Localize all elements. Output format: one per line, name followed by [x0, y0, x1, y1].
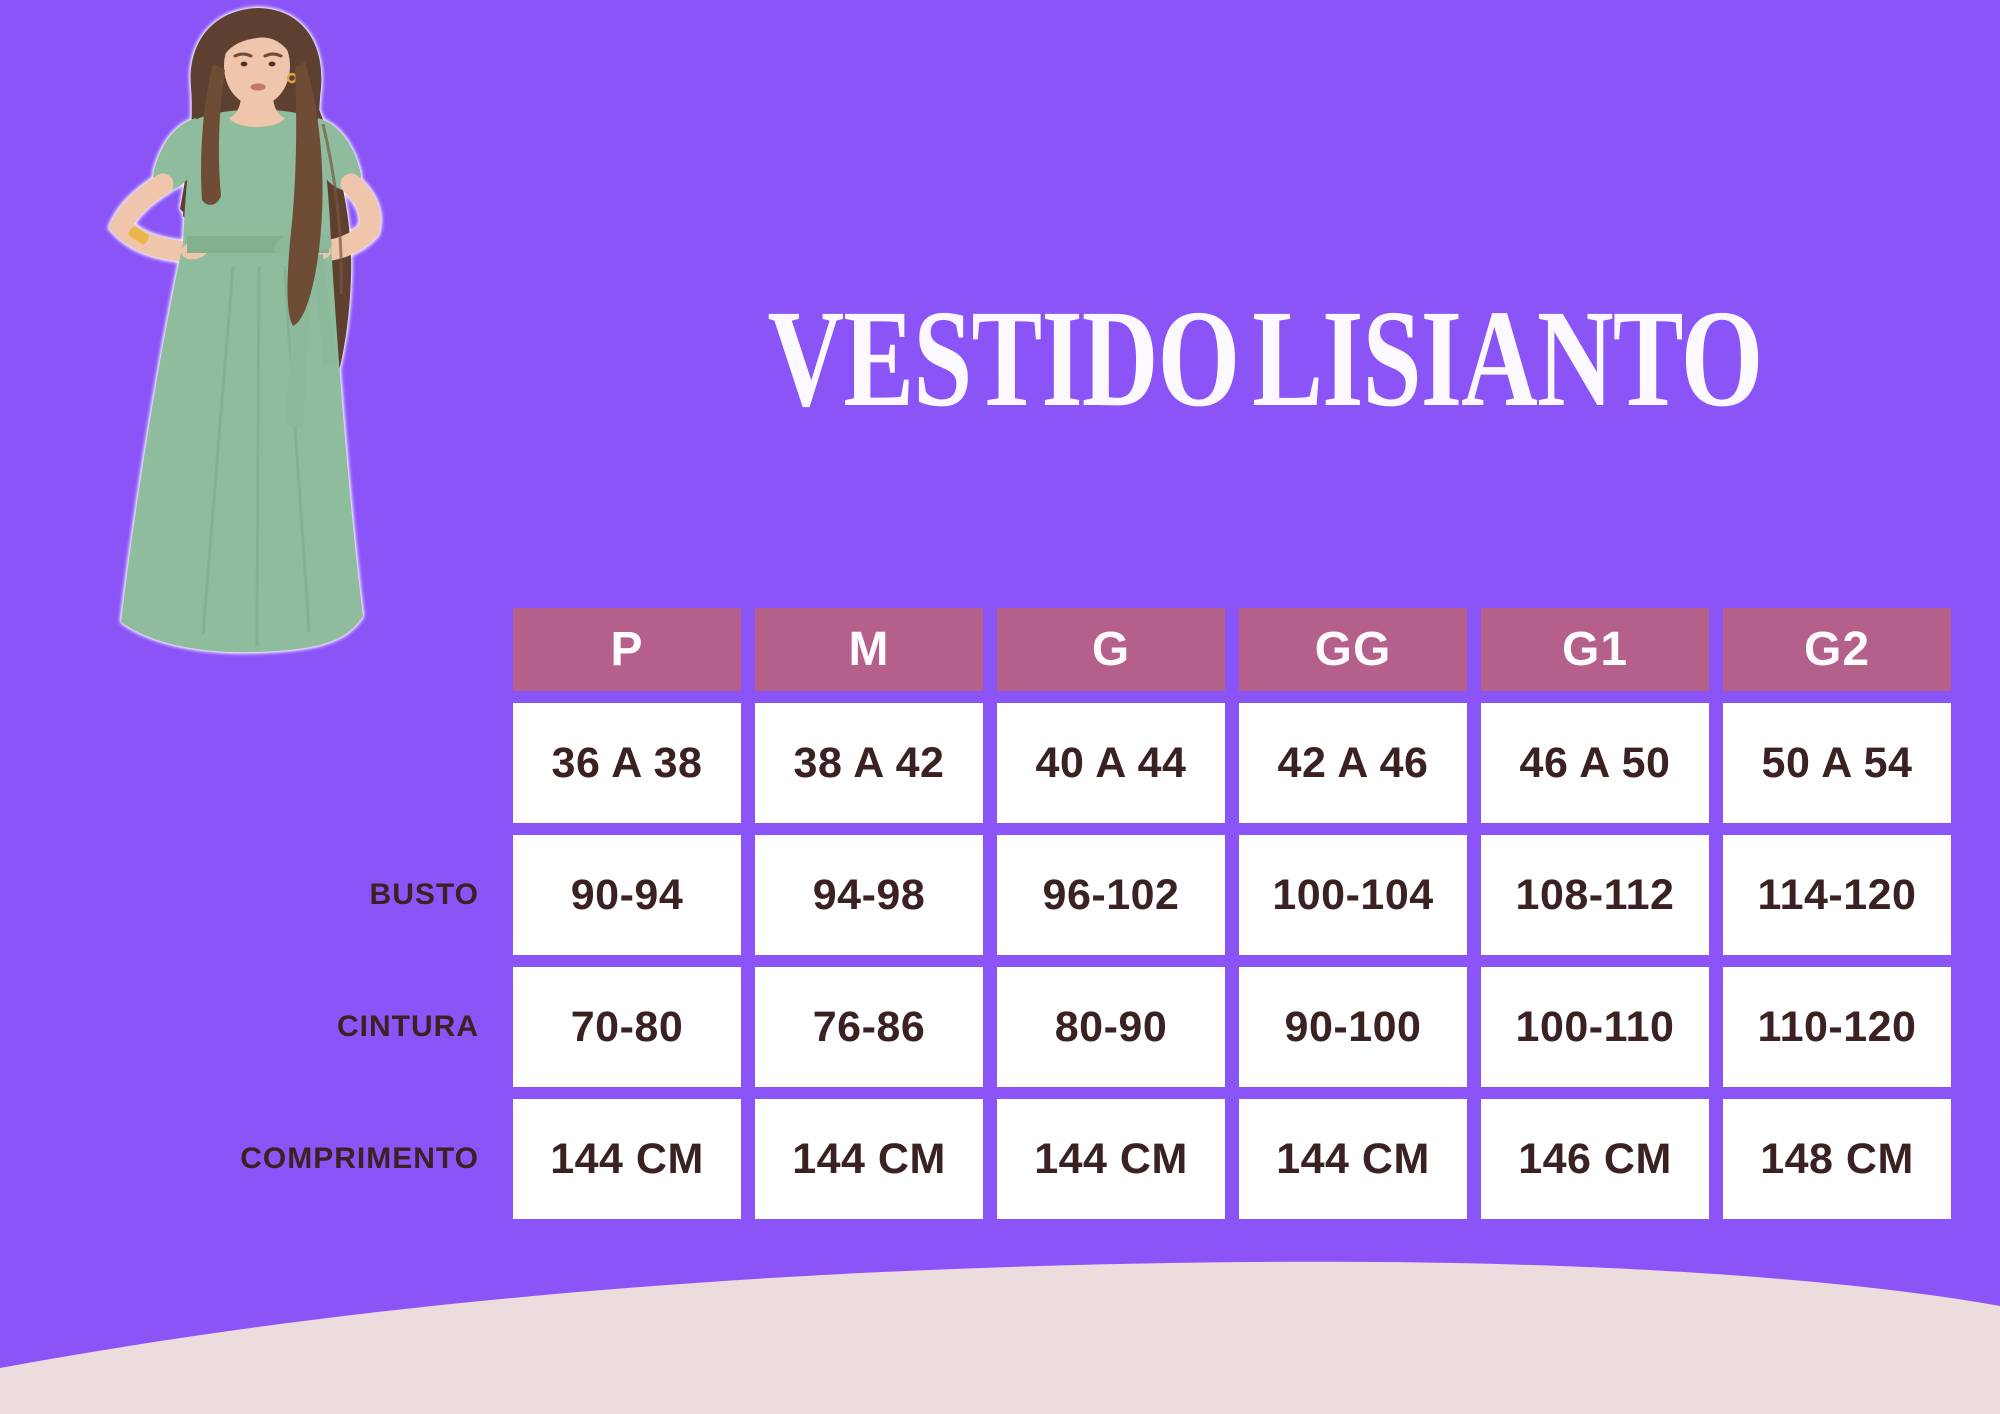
column-header-g1: G1	[1481, 608, 1709, 691]
page-title: VESTIDO LISIANTO	[767, 281, 1764, 436]
row-label-empty	[199, 608, 499, 691]
column-header-gg: GG	[1239, 608, 1467, 691]
size-cell: 42 A 46	[1239, 703, 1467, 823]
size-cell: 76-86	[755, 967, 983, 1087]
size-cell: 96-102	[997, 835, 1225, 955]
model-hair-front	[201, 62, 323, 326]
size-cell: 144 CM	[755, 1099, 983, 1219]
size-cell: 36 A 38	[513, 703, 741, 823]
bottom-wave-shape	[0, 1261, 2000, 1414]
model-photo	[108, 8, 381, 653]
size-cell: 108-112	[1481, 835, 1709, 955]
column-header-m: M	[755, 608, 983, 691]
row-label-sizes	[199, 703, 499, 823]
size-cell: 90-94	[513, 835, 741, 955]
size-cell: 114-120	[1723, 835, 1951, 955]
size-cell: 50 A 54	[1723, 703, 1951, 823]
column-header-g: G	[997, 608, 1225, 691]
row-label-comprimento: COMPRIMENTO	[240, 1142, 479, 1175]
size-cell: 146 CM	[1481, 1099, 1709, 1219]
size-cell: 80-90	[997, 967, 1225, 1087]
size-cell: 94-98	[755, 835, 983, 955]
size-cell: 144 CM	[997, 1099, 1225, 1219]
row-label-busto: BUSTO	[369, 878, 479, 911]
model-arms	[108, 173, 381, 263]
size-cell: 144 CM	[513, 1099, 741, 1219]
size-cell: 90-100	[1239, 967, 1467, 1087]
size-cell: 40 A 44	[997, 703, 1225, 823]
row-label-cintura: CINTURA	[337, 1010, 479, 1043]
size-cell: 110-120	[1723, 967, 1951, 1087]
size-cell: 144 CM	[1239, 1099, 1467, 1219]
size-cell: 100-104	[1239, 835, 1467, 955]
size-table: P M G GG G1 G2 36 A 38 38 A 42 40 A 44 4…	[199, 608, 1951, 1219]
column-header-g2: G2	[1723, 608, 1951, 691]
size-cell: 46 A 50	[1481, 703, 1709, 823]
column-header-p: P	[513, 608, 741, 691]
size-cell: 148 CM	[1723, 1099, 1951, 1219]
size-cell: 38 A 42	[755, 703, 983, 823]
size-cell: 70-80	[513, 967, 741, 1087]
bracelet-icon	[128, 226, 149, 245]
size-cell: 100-110	[1481, 967, 1709, 1087]
